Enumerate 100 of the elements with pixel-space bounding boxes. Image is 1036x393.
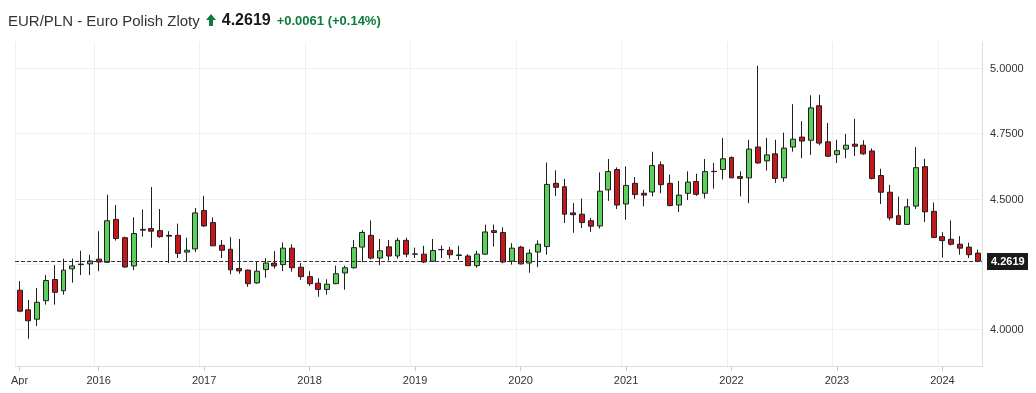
candlestick xyxy=(562,178,567,224)
candlestick xyxy=(219,239,225,259)
candlestick xyxy=(236,238,242,275)
candlestick xyxy=(148,186,154,249)
candlestick xyxy=(896,196,901,225)
candlestick xyxy=(597,171,603,230)
candlestick xyxy=(693,173,699,197)
candlestick xyxy=(456,245,462,261)
x-tick-label: 2016 xyxy=(86,373,111,386)
candlestick xyxy=(430,238,436,263)
candlestick xyxy=(737,170,743,197)
candlestick xyxy=(729,155,734,179)
candlestick xyxy=(904,198,910,225)
candlestick xyxy=(500,226,506,264)
candlestick xyxy=(298,262,304,281)
candlestick xyxy=(175,223,181,259)
candlestick xyxy=(315,277,321,298)
candlestick xyxy=(579,198,585,229)
candlestick xyxy=(166,230,172,264)
candlestick xyxy=(69,258,75,284)
x-tick-label: 2017 xyxy=(191,373,217,386)
candlestick xyxy=(764,137,770,172)
candlestick xyxy=(342,265,348,291)
text: 4.2619 xyxy=(221,11,271,29)
candlestick xyxy=(799,120,805,159)
candlestick xyxy=(192,207,198,253)
candlestick xyxy=(122,236,128,269)
candlestick xyxy=(482,224,488,256)
candlestick xyxy=(25,299,31,340)
candlestick xyxy=(922,158,928,223)
candlestick xyxy=(96,230,102,272)
candlestick xyxy=(140,208,146,238)
candlestick xyxy=(641,189,647,207)
x-tick-label: 2020 xyxy=(508,373,533,386)
candlestick xyxy=(333,265,339,285)
candlestick xyxy=(377,238,383,266)
candlestick xyxy=(553,169,559,197)
candlestick xyxy=(966,242,972,259)
candlestick xyxy=(605,158,611,202)
candlestick xyxy=(887,184,893,221)
candlestick xyxy=(702,158,708,200)
candlestick xyxy=(61,258,66,296)
candlestick xyxy=(17,280,23,313)
candlestick xyxy=(667,173,673,207)
candlestick xyxy=(860,139,866,156)
candlestick xyxy=(403,237,409,258)
candlestick xyxy=(781,132,787,183)
candlestick xyxy=(254,261,260,285)
candlestick xyxy=(869,147,875,180)
candlestick xyxy=(509,242,515,266)
candlestick xyxy=(351,239,357,270)
candlestick xyxy=(289,243,295,273)
candlestick xyxy=(324,278,330,296)
candlestick xyxy=(34,287,40,327)
candlestick xyxy=(412,247,418,259)
candlestick xyxy=(491,224,497,248)
candlestick xyxy=(87,254,93,276)
candlestick xyxy=(43,274,49,306)
y-tick-label: 5.0000 xyxy=(990,62,1024,75)
candlestick xyxy=(544,161,550,256)
candlestick xyxy=(474,250,480,269)
candlestick xyxy=(395,237,400,260)
candlestick xyxy=(78,250,84,276)
candlestick xyxy=(685,170,691,201)
candlestick xyxy=(210,216,216,247)
candlestick xyxy=(843,133,849,159)
y-tick-label: 4.5000 xyxy=(990,192,1024,205)
candlestick xyxy=(52,264,58,306)
candlestick xyxy=(438,245,444,259)
candlestick xyxy=(816,94,822,146)
x-tick-label: 2022 xyxy=(719,373,744,386)
candlestick xyxy=(711,162,717,190)
candlestick xyxy=(614,166,620,210)
candlestick xyxy=(746,139,752,204)
candlestick xyxy=(184,237,190,262)
x-tick-label: 2021 xyxy=(613,373,639,386)
candlestick xyxy=(948,219,954,247)
candlestick xyxy=(535,239,541,268)
candlestick xyxy=(131,216,137,271)
y-tick-label: 4.7500 xyxy=(990,127,1024,140)
candlestick xyxy=(632,176,638,200)
text: +0.0061 (+0.14%) xyxy=(276,12,381,28)
candlestick xyxy=(359,229,365,263)
candlestick xyxy=(790,103,796,153)
candlestick xyxy=(201,195,207,228)
chart-title: EUR/PLN - Euro Polish Zloty xyxy=(8,11,200,29)
y-tick-label: 4.0000 xyxy=(990,323,1024,336)
candlestick xyxy=(649,151,655,197)
candlestick xyxy=(939,231,945,259)
candlestick xyxy=(931,201,937,238)
candlestick xyxy=(113,204,119,242)
candlestick xyxy=(588,217,594,233)
candlestick xyxy=(421,245,427,264)
candlestick xyxy=(658,160,664,194)
candlestick xyxy=(878,168,884,205)
x-tick-label: 2023 xyxy=(824,373,850,386)
candlestick xyxy=(834,139,840,164)
candlestick xyxy=(825,122,831,158)
x-tick-label: 2019 xyxy=(402,373,428,386)
candlestick xyxy=(228,236,233,275)
